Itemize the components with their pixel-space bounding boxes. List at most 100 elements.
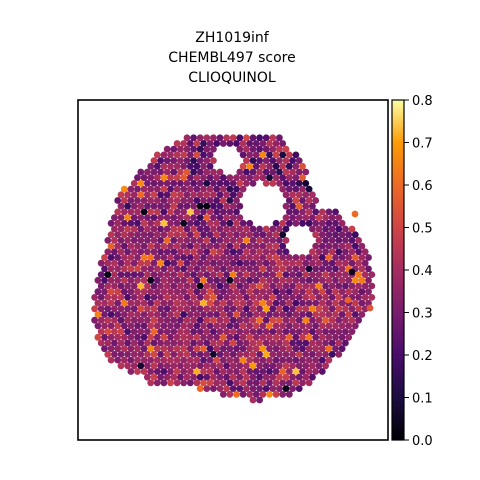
spot (318, 242, 326, 250)
spot (332, 208, 339, 216)
spot (256, 396, 263, 404)
spot (289, 328, 296, 335)
spot (186, 242, 194, 250)
spot (183, 328, 191, 335)
spot (173, 174, 181, 182)
spot (117, 191, 125, 199)
spot (338, 333, 346, 341)
spot (137, 362, 145, 370)
spot (186, 231, 194, 239)
spot (243, 316, 250, 324)
spot (312, 197, 320, 204)
spot (302, 316, 310, 324)
spot (259, 322, 267, 330)
spot (180, 185, 188, 193)
plot-frame (77, 99, 389, 441)
spot (266, 311, 273, 318)
spot (120, 288, 128, 296)
spot (342, 271, 349, 278)
spot (285, 219, 293, 227)
spot (262, 237, 270, 244)
spot (282, 339, 290, 347)
spot (111, 248, 118, 256)
spot (200, 231, 207, 239)
spot (272, 140, 280, 147)
spot (243, 237, 250, 244)
spot (173, 311, 181, 318)
spot (282, 362, 290, 370)
spot (256, 145, 263, 153)
spot (368, 271, 376, 278)
spot (200, 356, 207, 364)
spot (147, 174, 155, 182)
spot (130, 316, 138, 324)
spot (196, 145, 204, 153)
spot (173, 288, 181, 296)
spot (315, 316, 323, 324)
spot (269, 316, 277, 324)
spot (305, 356, 313, 364)
spot (289, 157, 296, 165)
spot (351, 231, 359, 239)
spot (107, 219, 115, 227)
spot (157, 248, 165, 256)
spot (193, 276, 201, 284)
spot (315, 237, 323, 244)
spot (269, 157, 277, 165)
spot (322, 351, 329, 358)
spot (107, 311, 115, 318)
spot (226, 231, 234, 239)
spot (144, 351, 151, 358)
spot (144, 202, 151, 210)
spot (229, 339, 237, 347)
spot (223, 191, 231, 199)
spot (246, 242, 254, 250)
spot (285, 311, 293, 318)
spot (206, 208, 214, 216)
spot (332, 242, 339, 250)
spot (120, 345, 128, 353)
spot (256, 282, 263, 290)
spot (200, 208, 207, 216)
spot (366, 304, 374, 312)
spot (236, 237, 244, 244)
spot (239, 299, 247, 307)
spot (111, 351, 118, 358)
spot (144, 373, 151, 381)
spot (150, 373, 158, 381)
spot (279, 185, 287, 193)
spot (239, 368, 247, 375)
spot (213, 254, 221, 261)
spot (302, 339, 310, 347)
spot (252, 345, 260, 353)
spot (190, 373, 198, 381)
spot (114, 356, 122, 364)
spot (186, 379, 194, 387)
spot (302, 305, 310, 313)
spot (322, 339, 329, 347)
spot (134, 276, 141, 284)
spot (150, 202, 158, 210)
spot (160, 254, 168, 261)
spot (279, 162, 287, 170)
spot (163, 294, 171, 301)
spot (351, 288, 359, 296)
spot (140, 197, 148, 204)
spot (147, 197, 155, 204)
spot (252, 379, 260, 387)
spot (120, 254, 128, 261)
spot (160, 345, 168, 353)
spot (130, 339, 138, 347)
spot (97, 282, 105, 290)
spot (183, 134, 191, 142)
spot (124, 248, 131, 256)
spot (348, 259, 356, 267)
spot (114, 288, 122, 296)
spot (266, 322, 273, 330)
spot (246, 345, 254, 353)
spot (305, 333, 313, 341)
spot (338, 276, 346, 284)
spot (160, 311, 168, 318)
spot (219, 185, 227, 193)
spot (229, 316, 237, 324)
